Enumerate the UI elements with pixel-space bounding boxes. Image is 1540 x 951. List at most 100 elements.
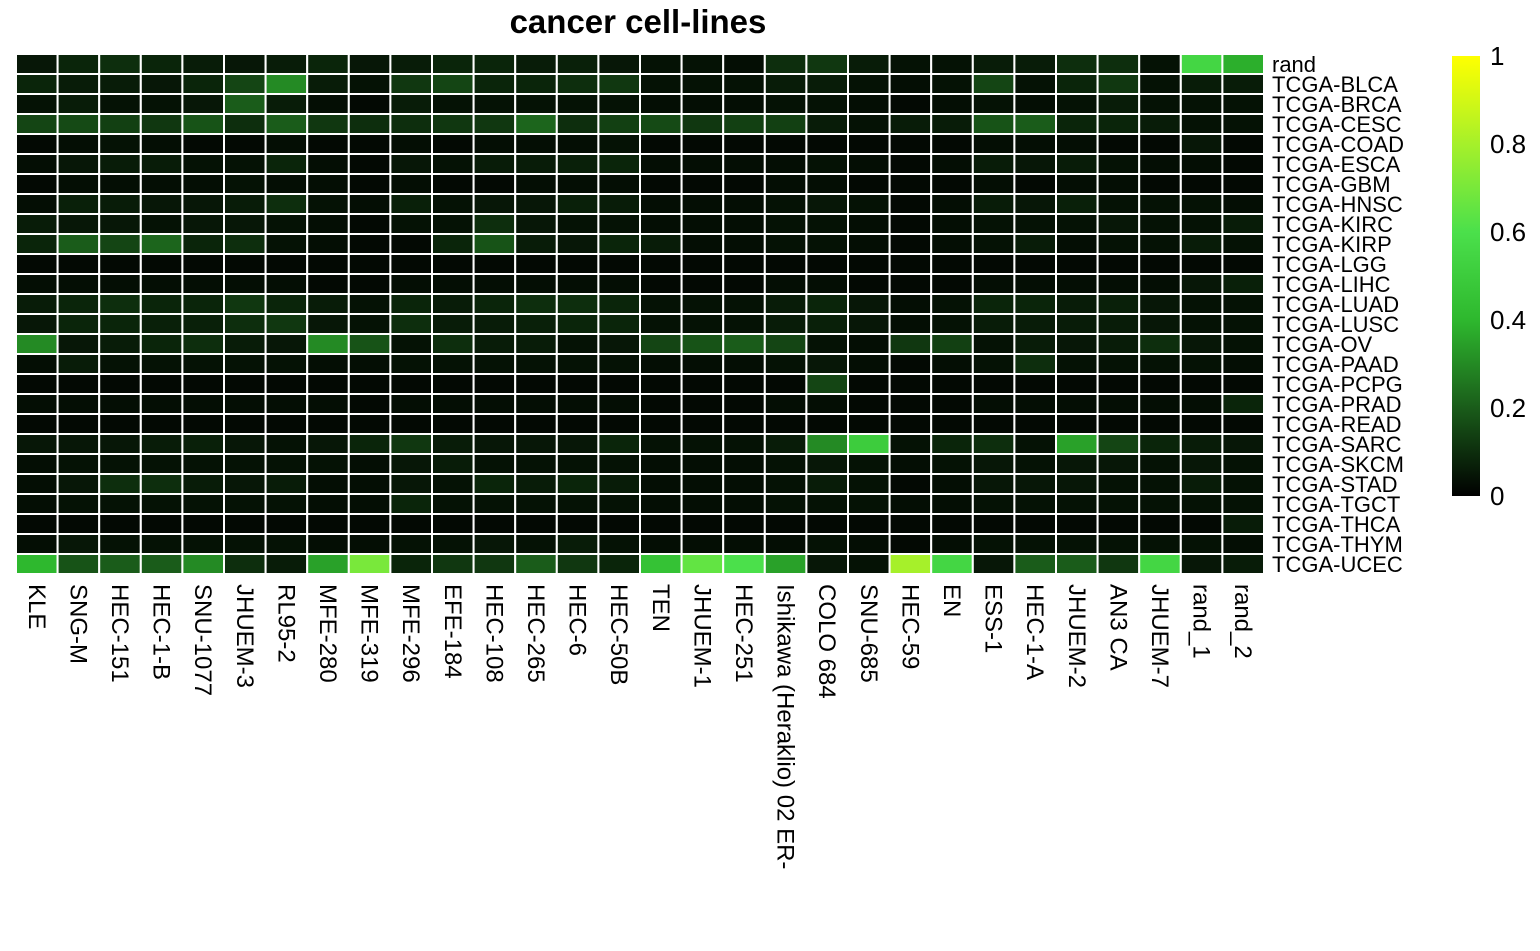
heatmap-cell <box>763 353 808 375</box>
heatmap-cell <box>763 233 808 255</box>
heatmap-cell <box>1055 93 1099 115</box>
heatmap-cell <box>805 453 850 475</box>
heatmap-cell <box>971 293 1016 315</box>
heatmap-cell <box>15 93 59 115</box>
heatmap-cell <box>15 313 59 335</box>
heatmap-cell <box>1055 273 1099 295</box>
heatmap-cell <box>639 53 683 75</box>
heatmap-cell <box>971 73 1016 95</box>
heatmap-cell <box>1179 93 1224 115</box>
column-label: MFE-296 <box>397 584 424 683</box>
heatmap-cell <box>223 193 267 215</box>
heatmap-cell <box>1138 433 1182 455</box>
heatmap-cell <box>306 293 350 315</box>
heatmap-cell <box>597 473 642 495</box>
heatmap-cell <box>597 433 642 455</box>
heatmap-cell <box>555 333 600 355</box>
heatmap-cell <box>472 513 517 535</box>
heatmap-cell <box>472 233 517 255</box>
heatmap-cell <box>680 73 725 95</box>
heatmap-cell <box>639 553 683 575</box>
heatmap-cell <box>805 213 850 235</box>
heatmap-cell <box>15 373 59 395</box>
heatmap-cell <box>472 353 517 375</box>
heatmap-cell <box>347 93 392 115</box>
heatmap-cell <box>98 533 142 555</box>
heatmap-cell <box>722 53 766 75</box>
heatmap-cell <box>555 473 600 495</box>
heatmap-cell <box>264 393 309 415</box>
heatmap-cell <box>1221 413 1266 435</box>
heatmap-cell <box>555 353 600 375</box>
heatmap-cell <box>1138 413 1182 435</box>
heatmap-cell <box>555 173 600 195</box>
heatmap-cell <box>514 313 558 335</box>
heatmap-cell <box>555 253 600 275</box>
heatmap-cell <box>347 513 392 535</box>
heatmap-cell <box>555 433 600 455</box>
heatmap-cell <box>805 93 850 115</box>
heatmap-cell <box>847 113 891 135</box>
heatmap-cell <box>1096 473 1141 495</box>
column-label: HEC-251 <box>730 584 757 683</box>
heatmap-cell <box>514 333 558 355</box>
heatmap-cell <box>306 433 350 455</box>
heatmap-cell <box>1055 373 1099 395</box>
heatmap-cell <box>555 393 600 415</box>
heatmap-cell <box>181 53 225 75</box>
heatmap-cell <box>888 293 933 315</box>
heatmap-cell <box>722 93 766 115</box>
heatmap-cell <box>888 113 933 135</box>
heatmap-cell <box>805 413 850 435</box>
column-label: EFE-184 <box>439 584 466 679</box>
heatmap-cell <box>722 493 766 515</box>
heatmap-cell <box>722 473 766 495</box>
heatmap-cell <box>555 153 600 175</box>
heatmap-cell <box>1013 393 1058 415</box>
heatmap-cell <box>680 513 725 535</box>
heatmap-cell <box>347 313 392 335</box>
heatmap-cell <box>347 273 392 295</box>
heatmap-cell <box>389 233 433 255</box>
heatmap-cell <box>223 173 267 195</box>
heatmap-cell <box>1096 173 1141 195</box>
heatmap-cell <box>472 193 517 215</box>
heatmap-cell <box>971 493 1016 515</box>
heatmap-cell <box>1055 133 1099 155</box>
row-label: TCGA-BLCA <box>1272 72 1398 97</box>
heatmap-cell <box>514 353 558 375</box>
heatmap-cell <box>888 453 933 475</box>
heatmap-cell <box>472 253 517 275</box>
heatmap-cell <box>930 453 974 475</box>
row-label: TCGA-THYM <box>1272 532 1403 557</box>
heatmap-cell <box>306 113 350 135</box>
heatmap-cell <box>639 453 683 475</box>
heatmap-cell <box>1013 273 1058 295</box>
heatmap-cell <box>847 53 891 75</box>
heatmap-cell <box>98 193 142 215</box>
heatmap-cell <box>306 153 350 175</box>
heatmap-cell <box>930 153 974 175</box>
heatmap-cell <box>805 133 850 155</box>
heatmap-cell <box>347 53 392 75</box>
heatmap-cell <box>763 253 808 275</box>
heatmap-cell <box>431 193 475 215</box>
heatmap-cell <box>597 53 642 75</box>
heatmap-cell <box>1221 253 1266 275</box>
heatmap-cell <box>98 233 142 255</box>
heatmap-cell <box>680 53 725 75</box>
heatmap-cell <box>56 453 101 475</box>
heatmap-cell <box>1013 353 1058 375</box>
heatmap-cell <box>971 393 1016 415</box>
heatmap-cell <box>639 233 683 255</box>
heatmap-cell <box>139 293 184 315</box>
heatmap-cell <box>1221 433 1266 455</box>
heatmap-cell <box>763 413 808 435</box>
heatmap-cell <box>597 153 642 175</box>
heatmap-cell <box>722 233 766 255</box>
heatmap-cell <box>98 73 142 95</box>
heatmap-cell <box>514 433 558 455</box>
heatmap-cell <box>264 373 309 395</box>
heatmap-cell <box>56 53 101 75</box>
column-label: JHUEM-1 <box>688 584 715 688</box>
